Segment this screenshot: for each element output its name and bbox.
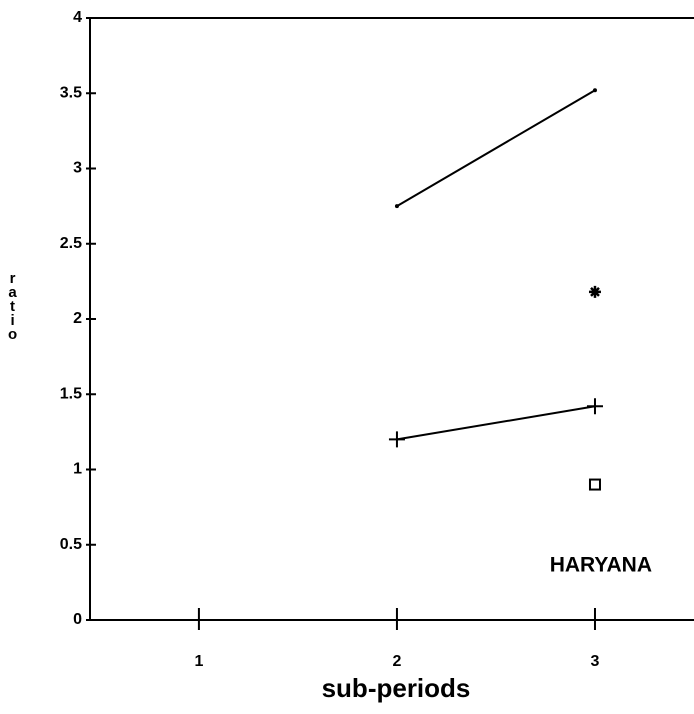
x-axis-label: sub-periods [322,673,471,703]
y-tick-label: 1 [73,461,82,478]
y-axis-label: ratio [4,270,21,340]
y-tick-label: 0.5 [60,536,82,553]
annotation: HARYANA [550,554,652,577]
x-tick-label: 3 [591,653,600,670]
series-line [396,405,596,441]
series-line [396,89,596,207]
point [588,478,601,491]
x-tick-label: 1 [194,653,203,670]
y-tick-label: 3 [73,160,82,177]
point [394,204,399,209]
point [588,285,601,298]
y-tick-label: 0 [73,611,82,628]
plot-frame [89,17,694,621]
y-tick-label: 1.5 [60,385,82,402]
y-tick-label: 4 [73,9,82,26]
y-tick-label: 2 [73,310,82,327]
point [592,88,597,93]
y-tick-label: 2.5 [60,235,82,252]
point [388,431,405,448]
point [586,398,603,415]
x-tick-label: 2 [392,653,401,670]
y-tick-label: 3.5 [60,84,82,101]
